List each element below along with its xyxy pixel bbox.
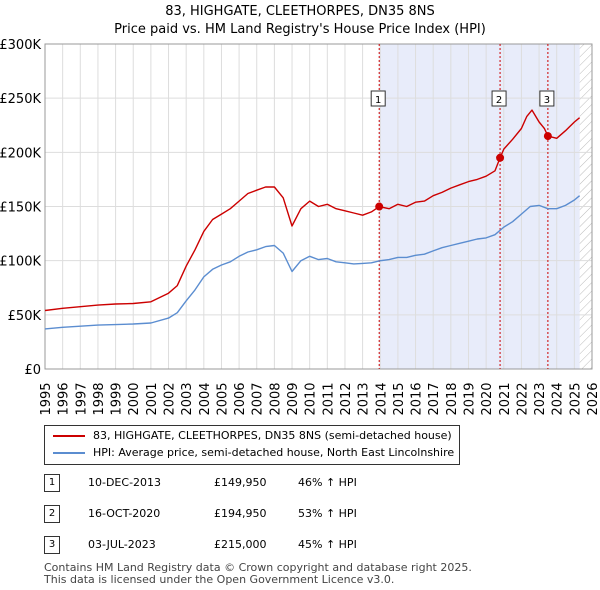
transaction-point bbox=[375, 202, 384, 211]
x-tick-label: 2018 bbox=[445, 382, 460, 415]
transaction-marker-box bbox=[491, 90, 507, 107]
transaction-marker-label: 3 bbox=[544, 95, 550, 106]
x-tick-label: 2005 bbox=[215, 382, 230, 415]
transaction-number: 2 bbox=[44, 505, 60, 523]
property-price-line bbox=[44, 109, 581, 312]
chart-title: 83, HIGHGATE, CLEETHORPES, DN35 8NS bbox=[165, 4, 435, 19]
y-tick-label: £150K bbox=[0, 201, 41, 216]
hpi-line bbox=[44, 195, 581, 330]
transaction-number: 3 bbox=[44, 536, 60, 554]
transaction-point bbox=[543, 132, 552, 141]
x-tick-label: 2010 bbox=[304, 382, 319, 415]
transaction-row: 3 03-JUL-2023 £215,000 45% ↑ HPI bbox=[44, 536, 584, 554]
transaction-price: £194,950 bbox=[214, 507, 267, 520]
legend-label-property: 83, HIGHGATE, CLEETHORPES, DN35 8NS (sem… bbox=[93, 429, 452, 442]
x-tick-label: 1997 bbox=[74, 382, 89, 415]
footer-license: This data is licensed under the Open Gov… bbox=[44, 573, 395, 586]
transaction-marker-box bbox=[539, 90, 555, 107]
plot-frame bbox=[44, 43, 593, 370]
transaction-point bbox=[496, 153, 505, 162]
x-tick-label: 2023 bbox=[533, 382, 548, 415]
transaction-marker-box bbox=[370, 90, 386, 107]
y-tick-label: £250K bbox=[0, 92, 41, 107]
y-tick-label: £200K bbox=[0, 146, 41, 161]
x-tick-label: 2006 bbox=[233, 382, 248, 415]
transaction-marker-label: 1 bbox=[375, 95, 381, 106]
transaction-number: 1 bbox=[44, 474, 60, 492]
y-tick-label: £100K bbox=[0, 255, 41, 270]
x-tick-label: 2011 bbox=[321, 382, 336, 415]
transaction-hpi-change: 46% ↑ HPI bbox=[298, 476, 357, 489]
x-tick-label: 2014 bbox=[374, 382, 389, 415]
x-tick-label: 2022 bbox=[515, 382, 530, 415]
x-tick-label: 1996 bbox=[57, 382, 72, 415]
transaction-marker-label: 2 bbox=[496, 95, 502, 106]
transaction-date: 10-DEC-2013 bbox=[88, 476, 162, 489]
x-tick-label: 2016 bbox=[410, 382, 425, 415]
transaction-date: 16-OCT-2020 bbox=[88, 507, 161, 520]
legend-label-hpi: HPI: Average price, semi-detached house,… bbox=[93, 446, 455, 459]
x-tick-label: 2000 bbox=[127, 382, 142, 415]
x-tick-label: 2013 bbox=[357, 382, 372, 415]
legend: 83, HIGHGATE, CLEETHORPES, DN35 8NS (sem… bbox=[44, 425, 460, 465]
y-tick-label: £0 bbox=[24, 363, 41, 378]
x-tick-label: 2021 bbox=[498, 382, 513, 415]
x-tick-label: 2003 bbox=[180, 382, 195, 415]
legend-item-hpi: HPI: Average price, semi-detached house,… bbox=[53, 445, 454, 461]
x-tick-label: 2007 bbox=[251, 382, 266, 415]
legend-swatch-property bbox=[53, 435, 85, 437]
transaction-price: £149,950 bbox=[214, 476, 267, 489]
x-tick-label: 2017 bbox=[427, 382, 442, 415]
x-tick-label: 2001 bbox=[145, 382, 160, 415]
y-tick-label: £50K bbox=[8, 309, 42, 324]
transaction-row: 2 16-OCT-2020 £194,950 53% ↑ HPI bbox=[44, 505, 584, 523]
legend-item-property: 83, HIGHGATE, CLEETHORPES, DN35 8NS (sem… bbox=[53, 428, 452, 444]
x-tick-label: 2026 bbox=[586, 382, 600, 415]
x-tick-label: 2004 bbox=[198, 382, 213, 415]
footer-copyright: Contains HM Land Registry data © Crown c… bbox=[44, 561, 472, 574]
x-tick-label: 2020 bbox=[480, 382, 495, 415]
x-tick-label: 2009 bbox=[286, 382, 301, 415]
transaction-price: £215,000 bbox=[214, 538, 267, 551]
x-tick-label: 2024 bbox=[551, 382, 566, 415]
x-tick-label: 1999 bbox=[110, 382, 125, 415]
x-tick-label: 2015 bbox=[392, 382, 407, 415]
legend-swatch-hpi bbox=[53, 452, 85, 454]
x-tick-label: 2002 bbox=[163, 382, 178, 415]
x-tick-label: 1998 bbox=[92, 382, 107, 415]
transaction-date: 03-JUL-2023 bbox=[88, 538, 156, 551]
x-tick-label: 2008 bbox=[268, 382, 283, 415]
x-tick-label: 1995 bbox=[39, 382, 54, 415]
x-tick-label: 2012 bbox=[339, 382, 354, 415]
x-tick-label: 2025 bbox=[568, 382, 583, 415]
x-tick-label: 2019 bbox=[462, 382, 477, 415]
transaction-hpi-change: 53% ↑ HPI bbox=[298, 507, 357, 520]
y-tick-label: £300K bbox=[0, 38, 41, 53]
transaction-hpi-change: 45% ↑ HPI bbox=[298, 538, 357, 551]
transaction-row: 1 10-DEC-2013 £149,950 46% ↑ HPI bbox=[44, 474, 584, 492]
chart-subtitle: Price paid vs. HM Land Registry's House … bbox=[114, 22, 486, 37]
